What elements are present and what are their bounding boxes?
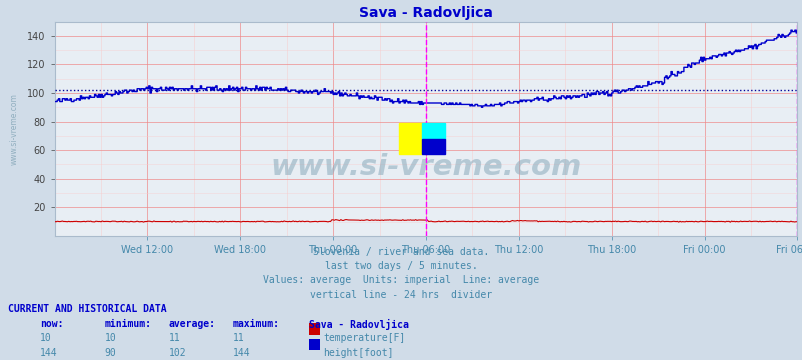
Text: 144: 144	[40, 348, 58, 359]
Text: Sava - Radovljica: Sava - Radovljica	[309, 319, 408, 330]
Text: CURRENT AND HISTORICAL DATA: CURRENT AND HISTORICAL DATA	[8, 304, 167, 314]
Text: vertical line - 24 hrs  divider: vertical line - 24 hrs divider	[310, 290, 492, 300]
Text: temperature[F]: temperature[F]	[323, 333, 405, 343]
Text: height[foot]: height[foot]	[323, 348, 394, 359]
Title: Sava - Radovljica: Sava - Radovljica	[358, 6, 492, 21]
Text: 102: 102	[168, 348, 186, 359]
Text: 144: 144	[233, 348, 250, 359]
Text: 90: 90	[104, 348, 116, 359]
Text: Slovenia / river and sea data.: Slovenia / river and sea data.	[313, 247, 489, 257]
Text: maximum:: maximum:	[233, 319, 280, 329]
Text: www.si-vreme.com: www.si-vreme.com	[270, 153, 581, 181]
Text: 11: 11	[168, 333, 180, 343]
Text: www.si-vreme.com: www.si-vreme.com	[10, 93, 18, 165]
Bar	[422, 123, 445, 139]
Bar	[399, 123, 422, 154]
Text: Values: average  Units: imperial  Line: average: Values: average Units: imperial Line: av…	[263, 275, 539, 285]
Bar	[422, 139, 445, 154]
Text: minimum:: minimum:	[104, 319, 152, 329]
Text: 11: 11	[233, 333, 245, 343]
Text: last two days / 5 minutes.: last two days / 5 minutes.	[325, 261, 477, 271]
Text: average:: average:	[168, 319, 216, 329]
Text: 10: 10	[104, 333, 116, 343]
Text: now:: now:	[40, 319, 63, 329]
Text: 10: 10	[40, 333, 52, 343]
